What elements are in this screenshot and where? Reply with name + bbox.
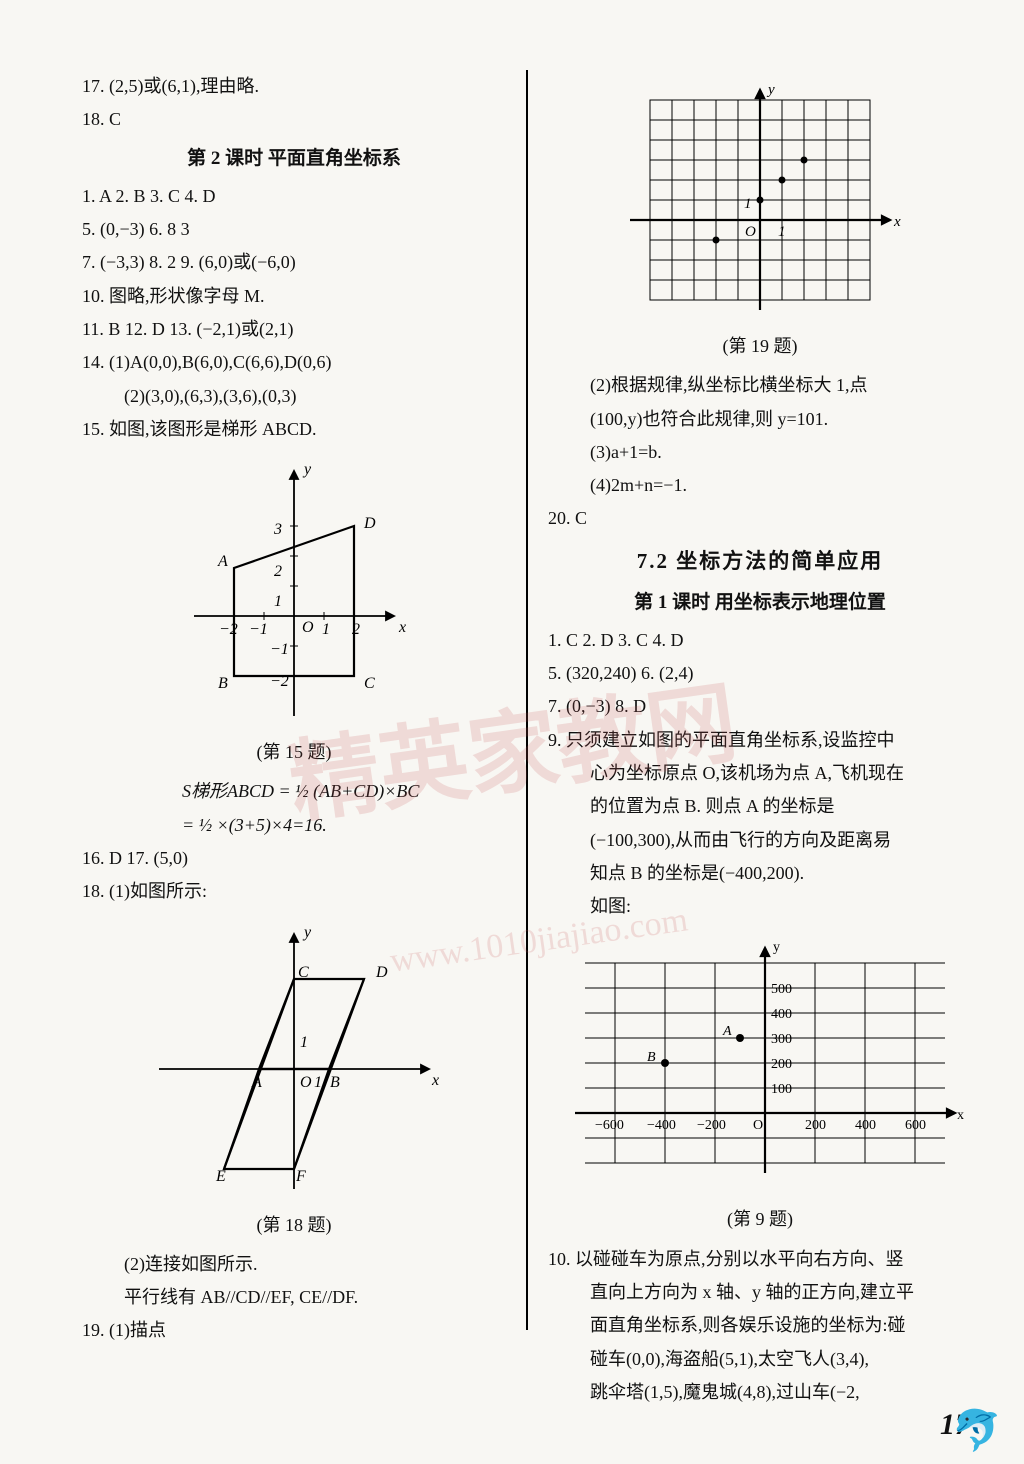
svg-text:1: 1	[300, 1034, 308, 1051]
svg-text:100: 100	[771, 1082, 792, 1097]
text-line: (4)2m+n=−1.	[548, 469, 972, 502]
text-line: 15. 如图,该图形是梯形 ABCD.	[82, 413, 506, 446]
svg-text:y: y	[773, 940, 780, 955]
figure-15: O x y 123 12 −1−2 −1−2 AB CD	[174, 456, 414, 726]
svg-text:600: 600	[905, 1118, 926, 1133]
svg-text:B: B	[218, 675, 228, 692]
text-line: 1. C 2. D 3. C 4. D	[548, 624, 972, 657]
svg-text:−1: −1	[270, 641, 289, 658]
svg-text:y: y	[302, 461, 312, 478]
svg-text:O: O	[745, 224, 756, 240]
figure-caption: (第 15 题)	[82, 736, 506, 769]
svg-text:x: x	[957, 1108, 964, 1123]
right-column: O 1 1 x y (第 19 题) (2)根据规律,纵坐标比横坐标大 1,点 (1…	[534, 70, 984, 1330]
svg-text:1: 1	[778, 224, 786, 240]
svg-text:1: 1	[314, 1074, 322, 1091]
text-line: 直向上方向为 x 轴、y 轴的正方向,建立平	[548, 1276, 972, 1309]
svg-text:x: x	[398, 619, 406, 636]
svg-text:A: A	[217, 553, 228, 570]
text-line: (3)a+1=b.	[548, 436, 972, 469]
column-divider	[526, 70, 528, 1330]
text-line: (2)根据规律,纵坐标比横坐标大 1,点	[548, 369, 972, 402]
text-line: (2)连接如图所示.	[82, 1248, 506, 1281]
svg-text:1: 1	[744, 196, 752, 212]
dolphin-icon: 🐬	[952, 1407, 1002, 1454]
formula-line: = ½ ×(3+5)×4=16.	[82, 809, 506, 842]
section-heading: 7.2 坐标方法的简单应用	[548, 542, 972, 581]
text-line: 心为坐标原点 O,该机场为点 A,飞机现在	[548, 757, 972, 790]
svg-text:D: D	[363, 515, 376, 532]
svg-text:200: 200	[805, 1118, 826, 1133]
text-line: 14. (1)A(0,0),B(6,0),C(6,6),D(0,6)	[82, 346, 506, 379]
text-line: 如图:	[548, 890, 972, 923]
text-line: 19. (1)描点	[82, 1314, 506, 1347]
figure-caption: (第 18 题)	[82, 1209, 506, 1242]
svg-text:x: x	[893, 214, 901, 230]
text-line: 跳伞塔(1,5),魔鬼城(4,8),过山车(−2,	[548, 1376, 972, 1409]
text-line: (100,y)也符合此规律,则 y=101.	[548, 403, 972, 436]
text-line: 9. 只须建立如图的平面直角坐标系,设监控中	[548, 724, 972, 757]
page-content: 17. (2,5)或(6,1),理由略. 18. C 第 2 课时 平面直角坐标…	[0, 0, 1024, 1360]
svg-text:1: 1	[322, 621, 330, 638]
text-line: 18. (1)如图所示:	[82, 875, 506, 908]
text-line: 知点 B 的坐标是(−400,200).	[548, 857, 972, 890]
text-line: 面直角坐标系,则各娱乐设施的坐标为:碰	[548, 1309, 972, 1342]
text-line: 平行线有 AB//CD//EF, CE//DF.	[82, 1281, 506, 1314]
svg-text:F: F	[295, 1168, 306, 1185]
svg-text:O: O	[753, 1118, 763, 1133]
svg-text:x: x	[431, 1072, 439, 1089]
svg-text:2: 2	[274, 563, 282, 580]
svg-text:D: D	[375, 964, 388, 981]
svg-text:O: O	[300, 1074, 312, 1091]
text-line: 10. 以碰碰车为原点,分别以水平向右方向、竖	[548, 1243, 972, 1276]
svg-text:200: 200	[771, 1057, 792, 1072]
text-line: 的位置为点 B. 则点 A 的坐标是	[548, 790, 972, 823]
svg-text:O: O	[302, 619, 314, 636]
text-line: 碰车(0,0),海盗船(5,1),太空飞人(3,4),	[548, 1343, 972, 1376]
text-line: (−100,300),从而由飞行的方向及距离易	[548, 824, 972, 857]
svg-text:500: 500	[771, 982, 792, 997]
section-heading: 第 2 课时 平面直角坐标系	[82, 141, 506, 176]
text-line: 11. B 12. D 13. (−2,1)或(2,1)	[82, 313, 506, 346]
subsection-heading: 第 1 课时 用坐标表示地理位置	[548, 585, 972, 620]
svg-text:3: 3	[273, 521, 282, 538]
figure-caption: (第 19 题)	[548, 330, 972, 363]
svg-text:B: B	[330, 1074, 340, 1091]
svg-text:A: A	[722, 1024, 732, 1039]
svg-text:E: E	[215, 1168, 226, 1185]
svg-text:B: B	[647, 1050, 656, 1065]
left-column: 17. (2,5)或(6,1),理由略. 18. C 第 2 课时 平面直角坐标…	[70, 70, 520, 1330]
figure-19: O 1 1 x y	[610, 80, 910, 320]
text-line: 17. (2,5)或(6,1),理由略.	[82, 70, 506, 103]
text-line: 5. (0,−3) 6. 8 3	[82, 213, 506, 246]
text-line: 20. C	[548, 502, 972, 535]
text-line: 7. (−3,3) 8. 2 9. (6,0)或(−6,0)	[82, 246, 506, 279]
formula-line: S梯形ABCD = ½ (AB+CD)×BC	[82, 775, 506, 808]
svg-text:−600: −600	[595, 1118, 624, 1133]
text-line: 5. (320,240) 6. (2,4)	[548, 657, 972, 690]
svg-text:1: 1	[274, 593, 282, 610]
text-line: 1. A 2. B 3. C 4. D	[82, 180, 506, 213]
text-line: 16. D 17. (5,0)	[82, 842, 506, 875]
text-line: 7. (0,−3) 8. D	[548, 690, 972, 723]
text-line: (2)(3,0),(6,3),(3,6),(0,3)	[82, 380, 506, 413]
figure-9: −600−400−200 200400600 100200300 400500 …	[555, 933, 965, 1193]
text-line: 10. 图略,形状像字母 M.	[82, 280, 506, 313]
text-line: 18. C	[82, 103, 506, 136]
figure-caption: (第 9 题)	[548, 1203, 972, 1236]
svg-text:400: 400	[771, 1007, 792, 1022]
svg-text:−400: −400	[647, 1118, 676, 1133]
svg-text:y: y	[766, 82, 775, 98]
svg-text:300: 300	[771, 1032, 792, 1047]
figure-18: Oxy 11 AB CD EF	[144, 919, 444, 1199]
svg-text:−200: −200	[697, 1118, 726, 1133]
svg-text:−1: −1	[249, 621, 268, 638]
svg-text:y: y	[302, 924, 312, 941]
svg-text:C: C	[364, 675, 375, 692]
svg-text:400: 400	[855, 1118, 876, 1133]
